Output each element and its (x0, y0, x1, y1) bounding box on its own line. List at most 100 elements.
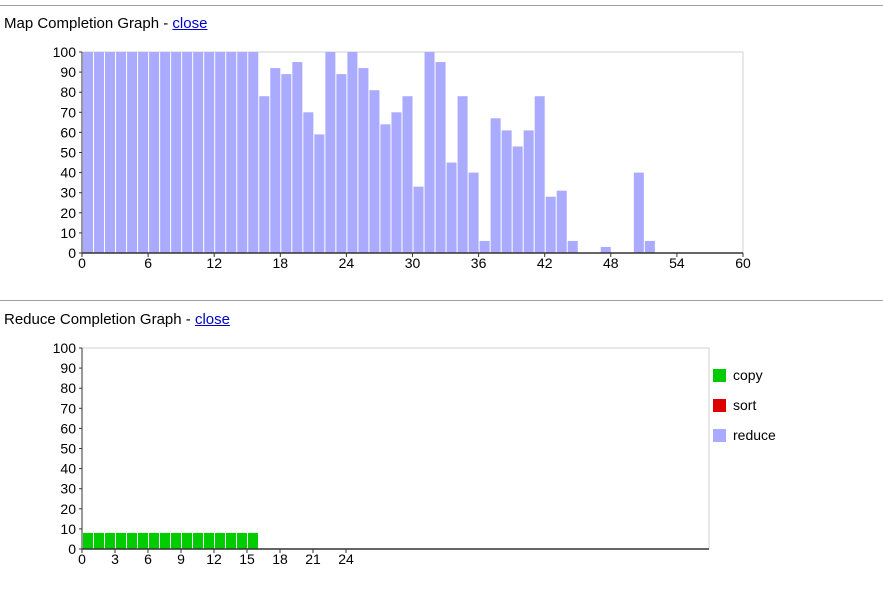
bar-copy-3 (116, 533, 126, 549)
bar-task-10 (193, 52, 203, 253)
bar-task-47 (601, 247, 611, 253)
y-tick-label: 50 (60, 441, 76, 457)
bar-task-35 (469, 173, 479, 253)
y-tick-label: 60 (60, 124, 76, 140)
x-tick-label: 21 (305, 551, 321, 567)
bar-copy-6 (149, 533, 159, 549)
bar-task-21 (314, 134, 324, 253)
bar-task-36 (480, 241, 490, 253)
top-separator (0, 5, 883, 6)
bar-task-3 (116, 52, 126, 253)
x-tick-label: 48 (603, 255, 619, 271)
bar-task-19 (292, 62, 302, 253)
x-tick-label: 15 (239, 551, 255, 567)
bar-task-4 (127, 52, 137, 253)
y-tick-label: 10 (60, 225, 76, 241)
bar-task-39 (513, 146, 523, 253)
legend-swatch-sort (713, 399, 726, 412)
bar-task-37 (491, 118, 501, 253)
reduce-graph-title: Reduce Completion Graph (4, 311, 182, 328)
x-tick-label: 36 (471, 255, 487, 271)
reduce-graph-close-link[interactable]: close (195, 311, 230, 328)
y-tick-label: 30 (60, 481, 76, 497)
legend-swatch-reduce (713, 429, 726, 442)
bar-task-9 (182, 52, 192, 253)
x-tick-label: 18 (272, 551, 288, 567)
bar-task-2 (105, 52, 115, 253)
bar-task-29 (402, 96, 412, 253)
y-tick-label: 40 (60, 165, 76, 181)
legend-label-reduce: reduce (733, 427, 776, 443)
y-tick-label: 30 (60, 185, 76, 201)
x-tick-label: 24 (338, 551, 354, 567)
map-graph-title: Map Completion Graph (4, 15, 159, 32)
x-tick-label: 6 (144, 255, 152, 271)
bar-task-30 (414, 187, 424, 253)
x-tick-label: 6 (144, 551, 152, 567)
map-graph-close-link[interactable]: close (172, 15, 207, 32)
legend-swatch-copy (713, 369, 726, 382)
bar-task-25 (358, 68, 368, 253)
reduce-graph-header: Reduce Completion Graph - close (4, 311, 230, 329)
bar-copy-11 (204, 533, 214, 549)
bar-copy-4 (127, 533, 137, 549)
y-tick-label: 60 (60, 420, 76, 436)
y-tick-label: 100 (53, 44, 77, 60)
y-tick-label: 70 (60, 104, 76, 120)
bar-task-23 (336, 74, 346, 253)
y-tick-label: 90 (60, 64, 76, 80)
bar-task-27 (380, 124, 390, 253)
bar-task-32 (436, 62, 446, 253)
y-tick-label: 20 (60, 205, 76, 221)
y-tick-label: 40 (60, 461, 76, 477)
bar-task-18 (281, 74, 291, 253)
reduce-graph-title-separator: - (182, 311, 195, 328)
bar-task-41 (535, 96, 545, 253)
map-graph-header: Map Completion Graph - close (4, 15, 207, 33)
x-tick-label: 42 (537, 255, 553, 271)
bar-task-0 (83, 52, 93, 253)
bar-task-43 (557, 191, 567, 253)
bar-task-26 (369, 90, 379, 253)
bar-task-11 (204, 52, 214, 253)
bar-copy-9 (182, 533, 192, 549)
bar-task-20 (303, 112, 313, 253)
y-tick-label: 20 (60, 501, 76, 517)
bar-task-38 (502, 130, 512, 253)
map-graph-title-separator: - (159, 15, 172, 32)
bar-copy-14 (237, 533, 247, 549)
bar-copy-8 (171, 533, 181, 549)
y-tick-label: 80 (60, 84, 76, 100)
x-tick-label: 3 (111, 551, 119, 567)
y-tick-label: 0 (68, 541, 76, 557)
legend-label-sort: sort (733, 397, 756, 413)
x-tick-label: 60 (735, 255, 751, 271)
y-tick-label: 100 (53, 340, 77, 356)
bar-copy-10 (193, 533, 203, 549)
y-tick-label: 50 (60, 145, 76, 161)
bar-copy-5 (138, 533, 148, 549)
bar-task-17 (270, 68, 280, 253)
x-tick-label: 54 (669, 255, 685, 271)
bar-copy-1 (94, 533, 104, 549)
bar-task-1 (94, 52, 104, 253)
bar-task-40 (524, 130, 534, 253)
bar-task-22 (325, 52, 335, 253)
bar-task-44 (568, 241, 578, 253)
x-tick-label: 0 (78, 255, 86, 271)
bar-task-24 (347, 52, 357, 253)
x-tick-label: 12 (206, 551, 222, 567)
bar-task-31 (425, 52, 435, 253)
x-tick-label: 12 (206, 255, 222, 271)
y-tick-label: 10 (60, 521, 76, 537)
bar-task-5 (138, 52, 148, 253)
bar-task-42 (546, 197, 556, 253)
plot-area (82, 348, 709, 549)
bar-copy-15 (248, 533, 258, 549)
bar-task-51 (645, 241, 655, 253)
x-tick-label: 9 (177, 551, 185, 567)
x-tick-label: 24 (339, 255, 355, 271)
x-tick-label: 0 (78, 551, 86, 567)
